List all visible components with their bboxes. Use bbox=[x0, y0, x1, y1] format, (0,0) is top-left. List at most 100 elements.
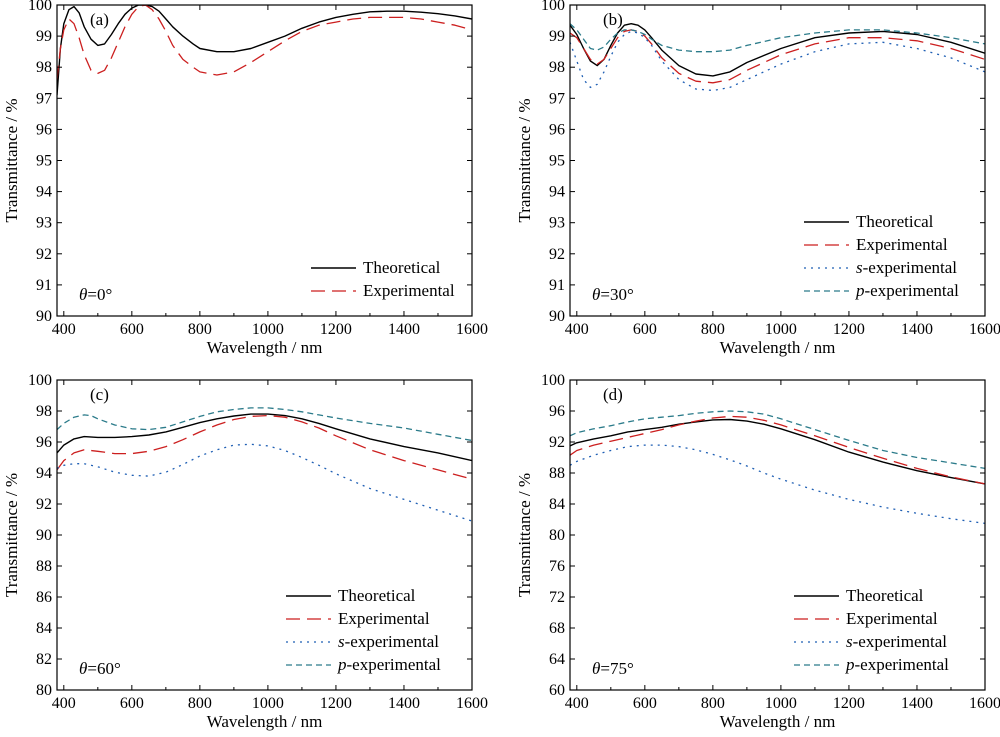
angle-label: θ=60° bbox=[79, 659, 121, 678]
legend-entry-theoretical: Theoretical bbox=[846, 586, 924, 605]
y-axis-label: Transmittance / % bbox=[2, 98, 21, 222]
x-tick-label: 1000 bbox=[765, 321, 797, 338]
y-tick-label: 76 bbox=[549, 558, 565, 575]
y-tick-label: 60 bbox=[549, 682, 565, 699]
legend-entry-p-experimental: p-experimental bbox=[845, 655, 949, 674]
x-tick-label: 400 bbox=[565, 695, 589, 712]
y-tick-label: 96 bbox=[36, 121, 52, 138]
legend-entry-s-experimental: s-experimental bbox=[846, 632, 947, 651]
y-axis-label: Transmittance / % bbox=[515, 473, 534, 597]
x-axis-label: Wavelength / nm bbox=[207, 338, 323, 357]
y-tick-label: 88 bbox=[36, 558, 52, 575]
legend-entry-p-experimental: p-experimental bbox=[855, 281, 959, 300]
y-tick-label: 100 bbox=[28, 372, 52, 389]
series-line-p-experimental bbox=[570, 410, 985, 470]
legend-entry-experimental: Experimental bbox=[338, 609, 430, 628]
x-tick-label: 1600 bbox=[456, 321, 488, 338]
x-tick-label: 600 bbox=[120, 695, 144, 712]
x-tick-label: 800 bbox=[701, 695, 725, 712]
y-tick-label: 92 bbox=[36, 246, 52, 263]
x-tick-label: 1200 bbox=[833, 695, 865, 712]
y-tick-label: 96 bbox=[549, 403, 565, 420]
y-tick-label: 82 bbox=[36, 651, 52, 668]
panel-label: (d) bbox=[603, 385, 623, 404]
x-tick-label: 1600 bbox=[456, 695, 488, 712]
legend: Theoretical Experimental s-experimental p-e… bbox=[804, 212, 959, 300]
y-axis-label: Transmittance / % bbox=[2, 473, 21, 597]
x-tick-label: 1200 bbox=[320, 695, 352, 712]
x-tick-label: 600 bbox=[120, 321, 144, 338]
angle-value: =30° bbox=[600, 285, 633, 304]
x-tick-label: 1400 bbox=[901, 695, 933, 712]
x-axis-label: Wavelength / nm bbox=[720, 338, 836, 357]
series-line-experimental bbox=[57, 5, 472, 80]
legend-entry-s-experimental: s-experimental bbox=[856, 258, 957, 277]
panel-label: (c) bbox=[90, 385, 109, 404]
y-tick-label: 100 bbox=[28, 0, 52, 14]
y-tick-label: 98 bbox=[549, 59, 565, 76]
legend: Theoretical Experimental s-experimental p-e… bbox=[794, 586, 949, 674]
x-tick-label: 1600 bbox=[969, 321, 1000, 338]
angle-value: =0° bbox=[87, 285, 112, 304]
series-line-theoretical bbox=[570, 418, 985, 485]
y-tick-label: 90 bbox=[36, 308, 52, 325]
series-line-p-experimental bbox=[57, 407, 472, 442]
legend-entry-theoretical: Theoretical bbox=[338, 586, 416, 605]
y-tick-label: 95 bbox=[36, 153, 52, 170]
y-tick-label: 99 bbox=[36, 28, 52, 45]
y-tick-label: 80 bbox=[36, 682, 52, 699]
series-line-theoretical bbox=[570, 23, 985, 77]
x-axis-label: Wavelength / nm bbox=[720, 712, 836, 731]
x-tick-label: 1400 bbox=[388, 695, 420, 712]
y-tick-label: 95 bbox=[549, 153, 565, 170]
x-tick-label: 1000 bbox=[252, 695, 284, 712]
x-tick-label: 400 bbox=[52, 321, 76, 338]
x-tick-label: 800 bbox=[188, 321, 212, 338]
series-line-s-experimental bbox=[570, 30, 985, 92]
x-tick-label: 1200 bbox=[320, 321, 352, 338]
legend-entry-experimental: Experimental bbox=[856, 235, 948, 254]
legend: Theoretical Experimental s-experimental p-e… bbox=[286, 586, 441, 674]
y-tick-label: 80 bbox=[549, 527, 565, 544]
y-tick-label: 91 bbox=[549, 277, 565, 294]
series-line-experimental bbox=[570, 415, 985, 485]
chart-panel-a: 400 600 800 1000 1200 1400 1600 90 91 92 93 94 95 96 9… bbox=[2, 0, 488, 357]
y-tick-label: 68 bbox=[549, 620, 565, 637]
x-tick-label: 1600 bbox=[969, 695, 1000, 712]
panel-label: (b) bbox=[603, 10, 623, 29]
theta-symbol: θ bbox=[592, 285, 600, 304]
y-tick-label: 93 bbox=[36, 215, 52, 232]
y-tick-label: 88 bbox=[549, 465, 565, 482]
x-tick-label: 800 bbox=[188, 695, 212, 712]
legend: Theoretical Experimental bbox=[311, 258, 455, 300]
y-tick-label: 92 bbox=[549, 434, 565, 451]
chart-panel-c: 400 600 800 1000 1200 1400 1600 80 82 84 86 88 90 92 9… bbox=[2, 372, 488, 731]
y-tick-label: 64 bbox=[549, 651, 565, 668]
series-line-experimental bbox=[57, 414, 472, 480]
theta-symbol: θ bbox=[79, 659, 87, 678]
y-tick-label: 90 bbox=[549, 308, 565, 325]
legend-entry-experimental: Experimental bbox=[846, 609, 938, 628]
angle-label: θ=30° bbox=[592, 285, 634, 304]
angle-value: =75° bbox=[600, 659, 633, 678]
angle-label: θ=0° bbox=[79, 285, 112, 304]
series-line-p-experimental bbox=[570, 23, 985, 53]
y-tick-label: 100 bbox=[541, 372, 565, 389]
y-tick-label: 94 bbox=[36, 184, 52, 201]
y-tick-label: 92 bbox=[549, 246, 565, 263]
series-line-s-experimental bbox=[57, 443, 472, 522]
x-tick-label: 1000 bbox=[252, 321, 284, 338]
angle-value: =60° bbox=[87, 659, 120, 678]
x-tick-label: 1200 bbox=[833, 321, 865, 338]
angle-label: θ=75° bbox=[592, 659, 634, 678]
x-tick-label: 600 bbox=[633, 321, 657, 338]
series-line-s-experimental bbox=[570, 444, 985, 525]
y-axis-label: Transmittance / % bbox=[515, 98, 534, 222]
x-tick-label: 1400 bbox=[388, 321, 420, 338]
y-tick-label: 84 bbox=[549, 496, 565, 513]
series-line-experimental bbox=[570, 29, 985, 84]
x-tick-label: 1400 bbox=[901, 321, 933, 338]
y-tick-label: 96 bbox=[36, 434, 52, 451]
y-tick-label: 94 bbox=[549, 184, 565, 201]
